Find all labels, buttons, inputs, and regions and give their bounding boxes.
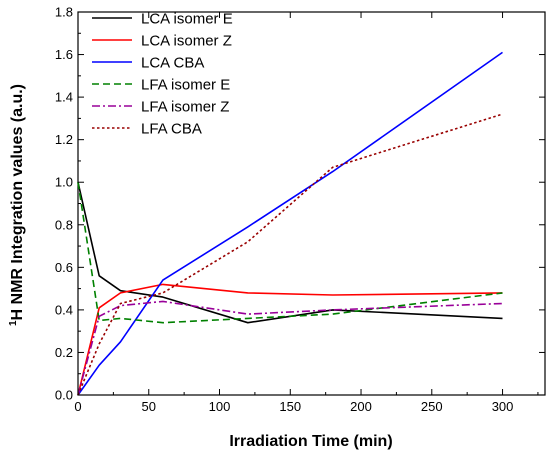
axes: 0 50 100 150 200 250 300 0.0 0.2 0.4 0.6 0.8 1.0 1.2 1… xyxy=(55,5,545,414)
y-axis-title-main: H NMR Integration values (a.u.) xyxy=(9,84,26,320)
legend-label: LFA isomer Z xyxy=(141,99,229,116)
y-tick-label: 1.8 xyxy=(55,5,73,20)
legend-label: LCA CBA xyxy=(141,55,204,72)
legend-label: LCA isomer Z xyxy=(141,33,232,50)
series-line-lca-cba xyxy=(77,51,503,396)
series-line-lfa-isomer-e xyxy=(77,182,503,324)
y-axis-title-superscript: 1 xyxy=(8,320,19,326)
x-tick-label: 150 xyxy=(279,399,301,414)
x-tick-label: 300 xyxy=(492,399,514,414)
x-tick-label: 100 xyxy=(209,399,231,414)
y-tick-label: 0.0 xyxy=(55,388,73,403)
y-tick-label: 0.6 xyxy=(55,260,73,275)
x-tick-label: 200 xyxy=(350,399,372,414)
legend-label: LFA CBA xyxy=(141,121,202,138)
x-tick-label: 50 xyxy=(142,399,156,414)
series-group xyxy=(77,51,503,396)
y-tick-label: 1.0 xyxy=(55,175,73,190)
series-line-lfa-cba xyxy=(77,113,503,396)
x-tick-label: 250 xyxy=(421,399,443,414)
legend-label: LCA isomer E xyxy=(141,11,233,28)
x-tick-label: 0 xyxy=(74,399,81,414)
y-tick-label: 1.2 xyxy=(55,132,73,147)
y-axis-title: 1H NMR Integration values (a.u.) xyxy=(8,84,26,326)
series-line-lfa-isomer-z xyxy=(77,300,503,396)
y-tick-label: 1.4 xyxy=(55,90,73,105)
legend-label: LFA isomer E xyxy=(141,77,230,94)
series-line-lca-isomer-z xyxy=(77,283,503,396)
y-tick-label: 0.8 xyxy=(55,217,73,232)
y-tick-label: 1.6 xyxy=(55,47,73,62)
series-line-lca-isomer-e xyxy=(77,182,503,324)
x-axis-title: Irradiation Time (min) xyxy=(229,433,392,450)
y-tick-label: 0.2 xyxy=(55,345,73,360)
legend: LCA isomer E LCA isomer Z LCA CBA LFA isome… xyxy=(92,11,233,138)
y-tick-label: 0.4 xyxy=(55,302,73,317)
